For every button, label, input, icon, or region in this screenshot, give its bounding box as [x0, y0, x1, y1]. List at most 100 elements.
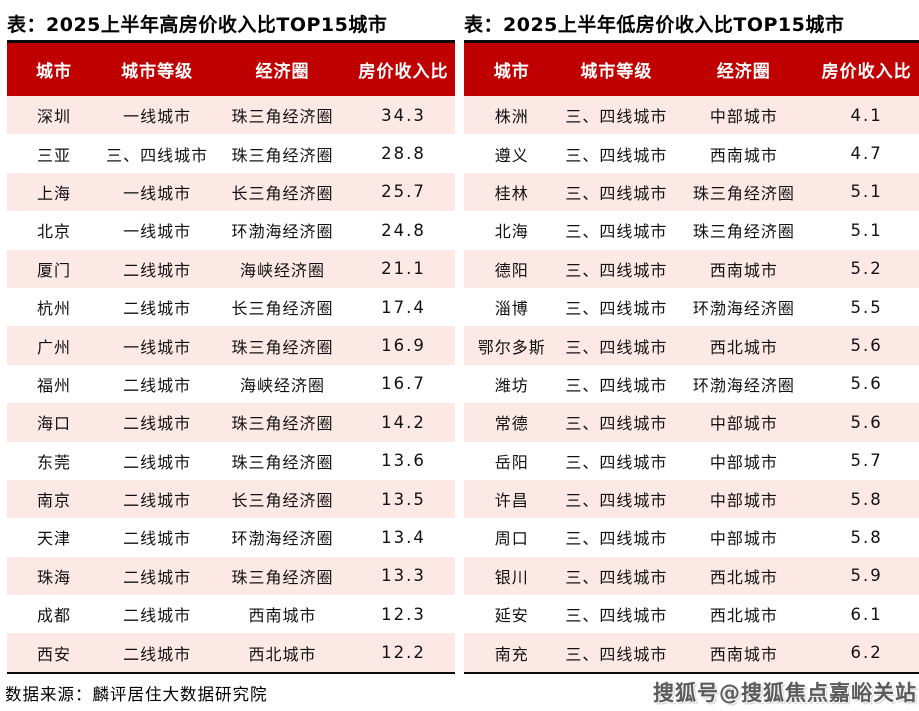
table-row: 德阳 三、四线城市 西南城市 5.2	[464, 249, 919, 288]
table-cell: 12.2	[381, 643, 426, 663]
table-cell: 珠三角经济圈	[231, 414, 334, 434]
table-cell: 珠三角经济圈	[231, 107, 334, 127]
table-cell: 二线城市	[123, 529, 192, 549]
table-cell: 海口	[37, 414, 72, 434]
column-header: 城市	[493, 62, 530, 82]
column-header: 经济圈	[716, 62, 771, 82]
table-cell: 21.1	[381, 259, 426, 279]
table-cell: 福州	[37, 375, 72, 395]
column-header: 城市等级	[121, 62, 194, 82]
table-row: 上海 一线城市 长三角经济圈 25.7	[7, 172, 455, 212]
table-cell: 5.6	[850, 336, 883, 356]
high-ratio-table-title: 表：2025上半年高房价收入比TOP15城市	[7, 13, 388, 36]
table-cell: 5.8	[850, 489, 883, 509]
table-cell: 三、四线城市	[565, 260, 668, 280]
table-cell: 南京	[37, 491, 72, 511]
table-cell: 珠三角经济圈	[231, 567, 334, 587]
table-cell: 德阳	[494, 260, 529, 280]
table-cell: 5.6	[850, 412, 883, 432]
table-cell: 24.8	[381, 220, 426, 240]
table-cell: 二线城市	[123, 375, 192, 395]
table-cell: 中部城市	[709, 107, 778, 127]
table-cell: 三、四线城市	[565, 222, 668, 242]
low-ratio-table-panel: 表：2025上半年低房价收入比TOP15城市 城市 城市等级 经济圈 房价收入比 株洲三…	[464, 6, 919, 674]
table-cell: 16.9	[381, 336, 426, 356]
table-cell: 16.7	[381, 374, 426, 394]
table-cell: 二线城市	[123, 606, 192, 626]
table-cell: 13.3	[381, 566, 426, 586]
table-cell: 桂林	[494, 183, 529, 203]
table-cell: 西北城市	[248, 644, 317, 664]
table-cell: 一线城市	[123, 222, 192, 242]
table-row: 福州 二线城市 海峡经济圈 16.7	[7, 364, 455, 404]
table-cell: 28.8	[381, 144, 426, 164]
table-cell: 东莞	[37, 452, 72, 472]
table-row: 鄂尔多斯 三、四线城市 西北城市 5.6	[464, 326, 919, 365]
table-cell: 5.9	[850, 566, 883, 586]
table-row: 周口 三、四线城市 中部城市 5.8	[464, 518, 919, 557]
table-cell: 25.7	[381, 182, 426, 202]
table-cell: 环渤海经济圈	[692, 299, 795, 319]
table-row: 海口 二线城市 珠三角经济圈 14.2	[7, 403, 455, 442]
table-cell: 三、四线城市	[565, 491, 668, 511]
table-cell: 周口	[494, 529, 529, 549]
table-cell: 珠三角经济圈	[231, 452, 334, 472]
table-cell: 二线城市	[123, 299, 192, 319]
table-cell: 杭州	[37, 299, 72, 319]
table-cell: 4.7	[850, 144, 883, 164]
table-cell: 厦门	[37, 260, 72, 280]
table-row: 珠海 二线城市 珠三角经济圈 13.3	[7, 556, 455, 596]
table-cell: 三、四线城市	[565, 299, 668, 319]
sohu-watermark: 搜狐号@搜狐焦点嘉峪关站	[653, 681, 917, 705]
table-cell: 三、四线城市	[565, 452, 668, 472]
table-row: 潍坊 三、四线城市 环渤海经济圈 5.6	[464, 364, 919, 404]
table-header-row: 城市 城市等级 经济圈 房价收入比	[464, 43, 919, 96]
table-cell: 5.8	[850, 527, 883, 547]
table-cell: 三、四线城市	[565, 644, 668, 664]
high-ratio-table-panel: 表：2025上半年高房价收入比TOP15城市 城市 城市等级 经济圈 房价收入比 深圳一…	[7, 6, 455, 674]
table-cell: 5.6	[850, 374, 883, 394]
table-cell: 北海	[494, 222, 529, 242]
table-row: 广州 一线城市 珠三角经济圈 16.9	[7, 326, 455, 365]
table-row: 南京 二线城市 长三角经济圈 13.5	[7, 479, 455, 519]
table-cell: 长三角经济圈	[231, 183, 334, 203]
table-cell: 天津	[37, 529, 72, 549]
data-source-note: 数据来源：麟评居住大数据研究院	[5, 685, 268, 704]
column-header: 房价收入比	[821, 62, 912, 82]
table-cell: 许昌	[494, 491, 529, 511]
table-row: 三亚 三、四线城市 珠三角经济圈 28.8	[7, 134, 455, 173]
table-cell: 三亚	[37, 145, 72, 165]
table-cell: 二线城市	[123, 452, 192, 472]
table-cell: 广州	[37, 337, 72, 357]
table-cell: 西安	[37, 644, 72, 664]
table-cell: 5.1	[850, 182, 883, 202]
table-row: 北京 一线城市 环渤海经济圈 24.8	[7, 211, 455, 250]
table-row: 南充 三、四线城市 西南城市 6.2	[464, 633, 919, 672]
table-row: 岳阳 三、四线城市 中部城市 5.7	[464, 441, 919, 480]
table-row: 遵义 三、四线城市 西南城市 4.7	[464, 134, 919, 173]
table-cell: 三、四线城市	[565, 107, 668, 127]
table-cell: 14.2	[381, 412, 426, 432]
low-ratio-table-title: 表：2025上半年低房价收入比TOP15城市	[464, 13, 845, 36]
table-row: 银川 三、四线城市 西北城市 5.9	[464, 556, 919, 596]
table-cell: 一线城市	[123, 337, 192, 357]
column-header: 城市等级	[580, 62, 653, 82]
table-cell: 6.1	[850, 604, 883, 624]
table-cell: 13.4	[381, 527, 426, 547]
table-cell: 5.7	[850, 451, 883, 471]
table-cell: 三、四线城市	[565, 606, 668, 626]
table-cell: 13.6	[381, 451, 426, 471]
table-cell: 延安	[494, 606, 529, 626]
table-row: 深圳 一线城市 珠三角经济圈 34.3	[7, 96, 455, 135]
table-cell: 北京	[37, 222, 72, 242]
table-cell: 南充	[494, 644, 529, 664]
table-cell: 深圳	[37, 107, 72, 127]
table-cell: 珠海	[37, 567, 72, 587]
table-cell: 中部城市	[709, 414, 778, 434]
table-cell: 西北城市	[709, 337, 778, 357]
column-header: 房价收入比	[358, 62, 449, 82]
table-row: 北海 三、四线城市 珠三角经济圈 5.1	[464, 211, 919, 250]
table-cell: 海峡经济圈	[240, 260, 326, 280]
table-cell: 长三角经济圈	[231, 491, 334, 511]
table-cell: 17.4	[381, 297, 426, 317]
